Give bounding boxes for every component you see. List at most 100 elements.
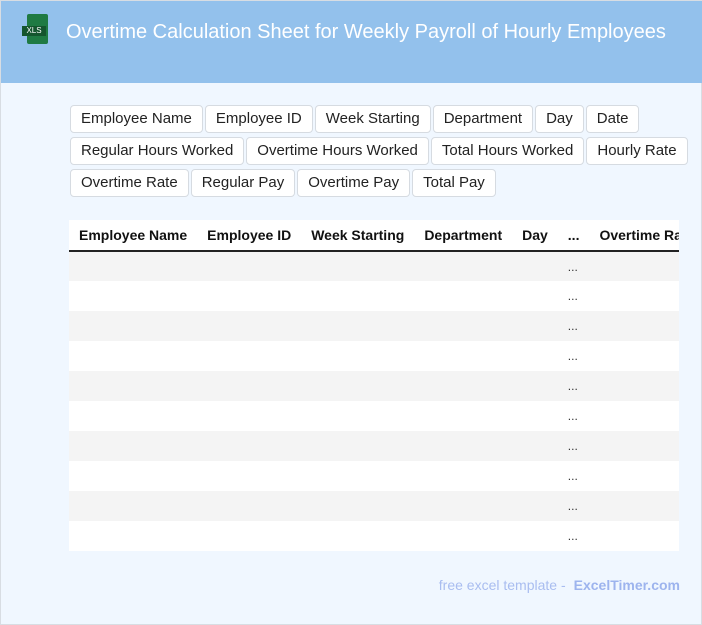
- column-chip[interactable]: Total Pay: [412, 169, 496, 197]
- table-cell: [414, 431, 513, 461]
- table-row: ...: [69, 431, 679, 461]
- table-cell: [301, 521, 414, 551]
- column-chip[interactable]: Regular Hours Worked: [70, 137, 245, 165]
- table-cell: [301, 491, 415, 521]
- table-cell: [69, 281, 197, 311]
- column-chip[interactable]: Department: [432, 105, 534, 133]
- table-cell: [414, 461, 512, 491]
- column-header: ...: [557, 220, 590, 252]
- column-header: Employee ID: [197, 220, 302, 252]
- table-cell: [512, 461, 558, 491]
- table-cell: [197, 371, 302, 401]
- page-title: Overtime Calculation Sheet for Weekly Pa…: [66, 21, 666, 43]
- table-cell: [589, 521, 679, 551]
- table-cell: ...: [567, 409, 578, 423]
- table-cell: [301, 311, 415, 341]
- column-chip[interactable]: Employee ID: [204, 105, 313, 133]
- table-cell: [414, 251, 513, 281]
- footer: free excel template - ExcelTimer.com: [439, 577, 680, 593]
- table-cell: [69, 311, 198, 341]
- table-cell: [197, 491, 302, 521]
- table-cell: [414, 491, 513, 521]
- table-cell: [414, 311, 513, 341]
- table-cell: [301, 371, 415, 401]
- table-cell: [512, 281, 558, 311]
- table-row: ...: [69, 341, 679, 371]
- table-cell: [301, 461, 414, 491]
- table-row: ...: [69, 281, 679, 311]
- column-chip[interactable]: Hourly Rate: [586, 137, 688, 165]
- column-header: Day: [512, 220, 558, 252]
- table-cell: [301, 341, 414, 371]
- table-cell: [197, 281, 301, 311]
- table-cell: [589, 491, 679, 521]
- table-cell: [69, 431, 198, 461]
- table-cell: [589, 461, 679, 491]
- table-cell: [589, 431, 679, 461]
- table-cell: [589, 371, 679, 401]
- table-cell: [301, 281, 414, 311]
- table-cell: ...: [557, 431, 590, 461]
- table-cell: [512, 341, 558, 371]
- table-cell: [512, 311, 558, 341]
- column-header: Week Starting: [301, 220, 415, 252]
- table-cell: [197, 431, 302, 461]
- column-chip[interactable]: Overtime Hours Worked: [246, 137, 429, 165]
- table-cell: [512, 491, 558, 521]
- table-cell: [69, 401, 197, 431]
- table-row: ...: [69, 371, 679, 401]
- table-row: ...: [69, 521, 679, 551]
- data-table: Employee Name Employee ID Week Starting Dep…: [69, 220, 679, 551]
- table-cell: [197, 311, 302, 341]
- footer-brand-link[interactable]: ExcelTimer.com: [573, 577, 680, 593]
- table-cell: ...: [557, 371, 590, 401]
- column-header: Overtime Rate: [589, 220, 679, 252]
- table-cell: [301, 431, 415, 461]
- column-header: Employee Name: [69, 220, 198, 252]
- table-cell: [512, 251, 558, 281]
- table-cell: [69, 341, 197, 371]
- table-cell: [69, 491, 198, 521]
- column-chip[interactable]: Day: [535, 105, 584, 133]
- column-chips: Employee Name Employee ID Week Starting Dep…: [70, 105, 690, 201]
- table-cell: [512, 401, 558, 431]
- table-cell: ...: [567, 289, 578, 303]
- table-cell: ...: [557, 491, 590, 521]
- table-cell: [589, 281, 679, 311]
- table-cell: [589, 251, 679, 281]
- table-cell: ...: [567, 349, 578, 363]
- table-cell: [589, 341, 679, 371]
- table-cell: [589, 311, 679, 341]
- table-cell: [301, 251, 415, 281]
- column-chip[interactable]: Total Hours Worked: [430, 137, 585, 165]
- table-row: ...: [69, 461, 679, 491]
- table-cell: [197, 521, 301, 551]
- table-cell: [197, 401, 301, 431]
- table-cell: ...: [557, 251, 590, 281]
- column-chip[interactable]: Employee Name: [70, 105, 203, 133]
- table-cell: [414, 341, 512, 371]
- table-cell: [512, 371, 558, 401]
- page-header: XLS Overtime Calculation Sheet for Weekly…: [1, 1, 702, 83]
- column-chip[interactable]: Overtime Pay: [297, 169, 411, 197]
- table-cell: [414, 401, 512, 431]
- table-cell: [414, 371, 513, 401]
- table-cell: [512, 431, 558, 461]
- table-row: ...: [69, 491, 679, 521]
- table-cell: [301, 401, 414, 431]
- column-chip[interactable]: Overtime Rate: [70, 169, 189, 197]
- table-cell: ...: [557, 311, 590, 341]
- table-row: ...: [69, 251, 679, 281]
- table-cell: [197, 341, 301, 371]
- table-cell: [69, 251, 198, 281]
- column-chip[interactable]: Regular Pay: [190, 169, 296, 197]
- column-chip[interactable]: Date: [585, 105, 640, 133]
- table-cell: [589, 401, 679, 431]
- table-row: ...: [69, 311, 679, 341]
- table-cell: [69, 371, 198, 401]
- column-header: Department: [414, 220, 513, 252]
- table-cell: [414, 281, 512, 311]
- table-cell: [197, 461, 301, 491]
- table-cell: ...: [567, 469, 578, 483]
- column-chip[interactable]: Week Starting: [314, 105, 431, 133]
